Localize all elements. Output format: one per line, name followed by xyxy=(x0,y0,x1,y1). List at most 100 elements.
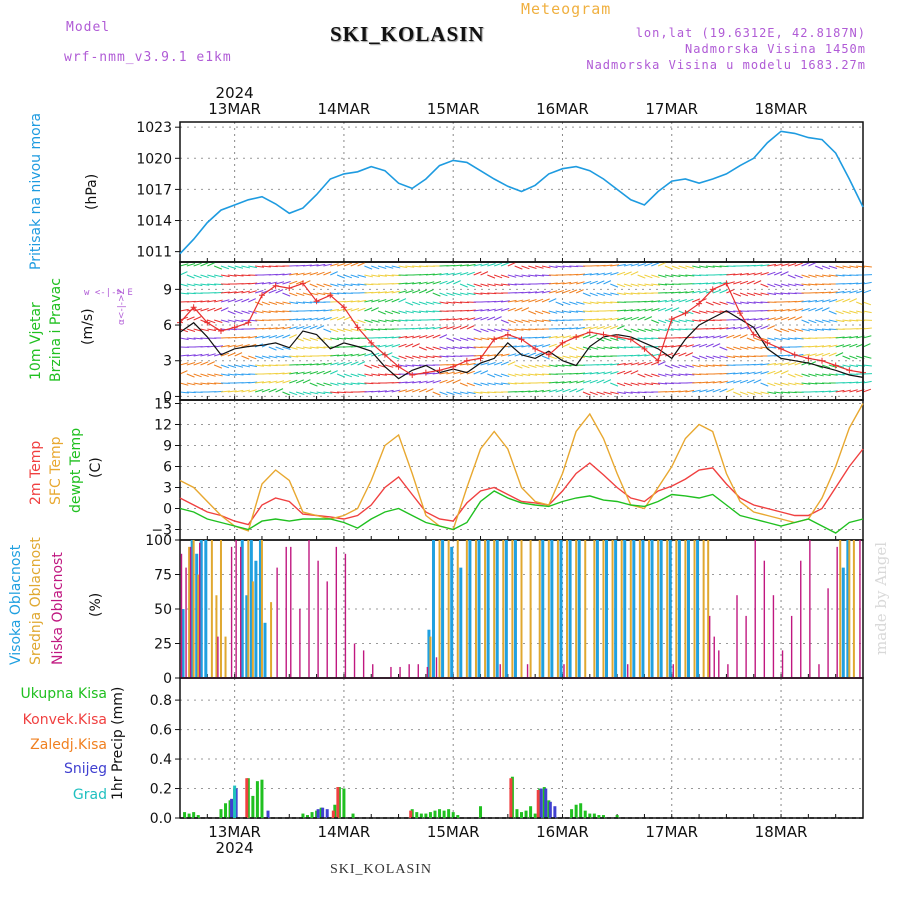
wind-barb xyxy=(391,298,400,303)
wind-gust-marker xyxy=(723,280,730,287)
wind-barb xyxy=(589,292,598,297)
wind-barb xyxy=(213,307,223,312)
wind-barb xyxy=(787,337,797,340)
wind-barb xyxy=(241,274,251,277)
wind-barb xyxy=(350,361,359,366)
wind-barb xyxy=(350,274,360,279)
wind-barb xyxy=(746,346,756,350)
wind-barb xyxy=(780,337,790,341)
wind-barb xyxy=(548,319,558,322)
wind-barb xyxy=(295,391,305,396)
wind-barb xyxy=(343,300,353,303)
wind-barb xyxy=(234,265,244,269)
wind-barb xyxy=(473,263,483,267)
wind-barb xyxy=(828,319,838,323)
wind-barb xyxy=(821,352,831,357)
wind-barb xyxy=(535,364,544,368)
wind-barb xyxy=(582,334,591,339)
wind-barb xyxy=(794,328,804,332)
wind-barb xyxy=(555,319,565,322)
wind-barb xyxy=(733,355,743,358)
wind-barb xyxy=(644,300,654,303)
wind-barb xyxy=(500,361,509,366)
wind-barb xyxy=(207,373,216,377)
wind-barb xyxy=(808,299,818,303)
wind-barb xyxy=(487,354,497,357)
wind-barb xyxy=(664,265,673,270)
wind-barb xyxy=(541,364,551,368)
wind-barb xyxy=(787,283,797,287)
year-label-top: 2024 xyxy=(216,84,254,102)
wind-barb xyxy=(207,274,216,278)
wind-barb xyxy=(323,362,333,366)
wind-barb xyxy=(862,289,872,294)
wind-barb xyxy=(569,301,578,306)
wind-barb xyxy=(179,337,189,341)
wind-barb xyxy=(828,298,838,303)
wind-barb xyxy=(596,318,606,321)
wind-barb xyxy=(289,379,298,384)
wind-barb xyxy=(692,343,701,348)
temperature-panel: −3 0 3 6 9 12 15 xyxy=(151,397,864,541)
wind-barb xyxy=(821,274,831,278)
wind-barb xyxy=(295,292,305,297)
wind-barb xyxy=(200,262,209,267)
wind-barb xyxy=(207,361,215,366)
wind-barb xyxy=(767,317,776,321)
wind-barb xyxy=(275,380,285,384)
wind-barb xyxy=(671,265,680,270)
wind-barb xyxy=(528,344,537,348)
wind-barb xyxy=(815,319,824,324)
wind-gust-marker xyxy=(340,304,347,311)
wind-barb xyxy=(268,355,278,359)
wind-gust-marker xyxy=(573,333,580,340)
wind-barb xyxy=(412,335,421,339)
wind-barb xyxy=(207,353,216,357)
wind-barb xyxy=(842,310,851,315)
wind-barb xyxy=(337,391,347,394)
wind-barb xyxy=(234,274,244,277)
wind-barb xyxy=(193,373,202,378)
wind-barb xyxy=(500,328,510,332)
wind-barb xyxy=(835,352,844,357)
wind-barb xyxy=(186,391,196,394)
wind-barb xyxy=(494,274,503,279)
wind-barb xyxy=(289,318,299,321)
wind-barb xyxy=(794,316,803,321)
wind-barb xyxy=(289,391,298,396)
wind-barb xyxy=(589,391,598,396)
wind-barb xyxy=(862,343,871,348)
wind-barb xyxy=(241,355,250,360)
wind-barb xyxy=(220,364,230,369)
wind-barb xyxy=(815,328,825,331)
wind-barb xyxy=(555,388,564,393)
wind-barb xyxy=(412,310,421,314)
wind-barb xyxy=(862,281,872,285)
wind-barb xyxy=(289,301,299,305)
wind-barb xyxy=(282,355,292,358)
wind-barb xyxy=(364,352,373,357)
wind-barb xyxy=(698,310,708,314)
wind-barb xyxy=(651,274,660,279)
wind-barb xyxy=(418,310,428,313)
wind-barb xyxy=(794,361,803,366)
wind-barb xyxy=(220,390,230,393)
wind-barb xyxy=(405,364,415,367)
wind-barb xyxy=(391,389,401,393)
wind-barb xyxy=(439,334,448,339)
wind-barb xyxy=(357,299,367,303)
wind-barb xyxy=(548,389,558,393)
wind-barb xyxy=(384,344,394,348)
wind-barb xyxy=(432,334,441,339)
wind-barb xyxy=(774,263,783,267)
wind-gust-marker xyxy=(600,331,607,338)
wind-barb xyxy=(391,355,400,360)
wind-barb xyxy=(500,300,510,303)
wind-barb xyxy=(384,319,394,323)
wind-barb xyxy=(637,382,647,386)
wind-barb xyxy=(746,379,755,384)
wind-barb xyxy=(815,274,824,278)
wind-barb xyxy=(787,262,797,267)
wind-barb xyxy=(651,319,660,324)
